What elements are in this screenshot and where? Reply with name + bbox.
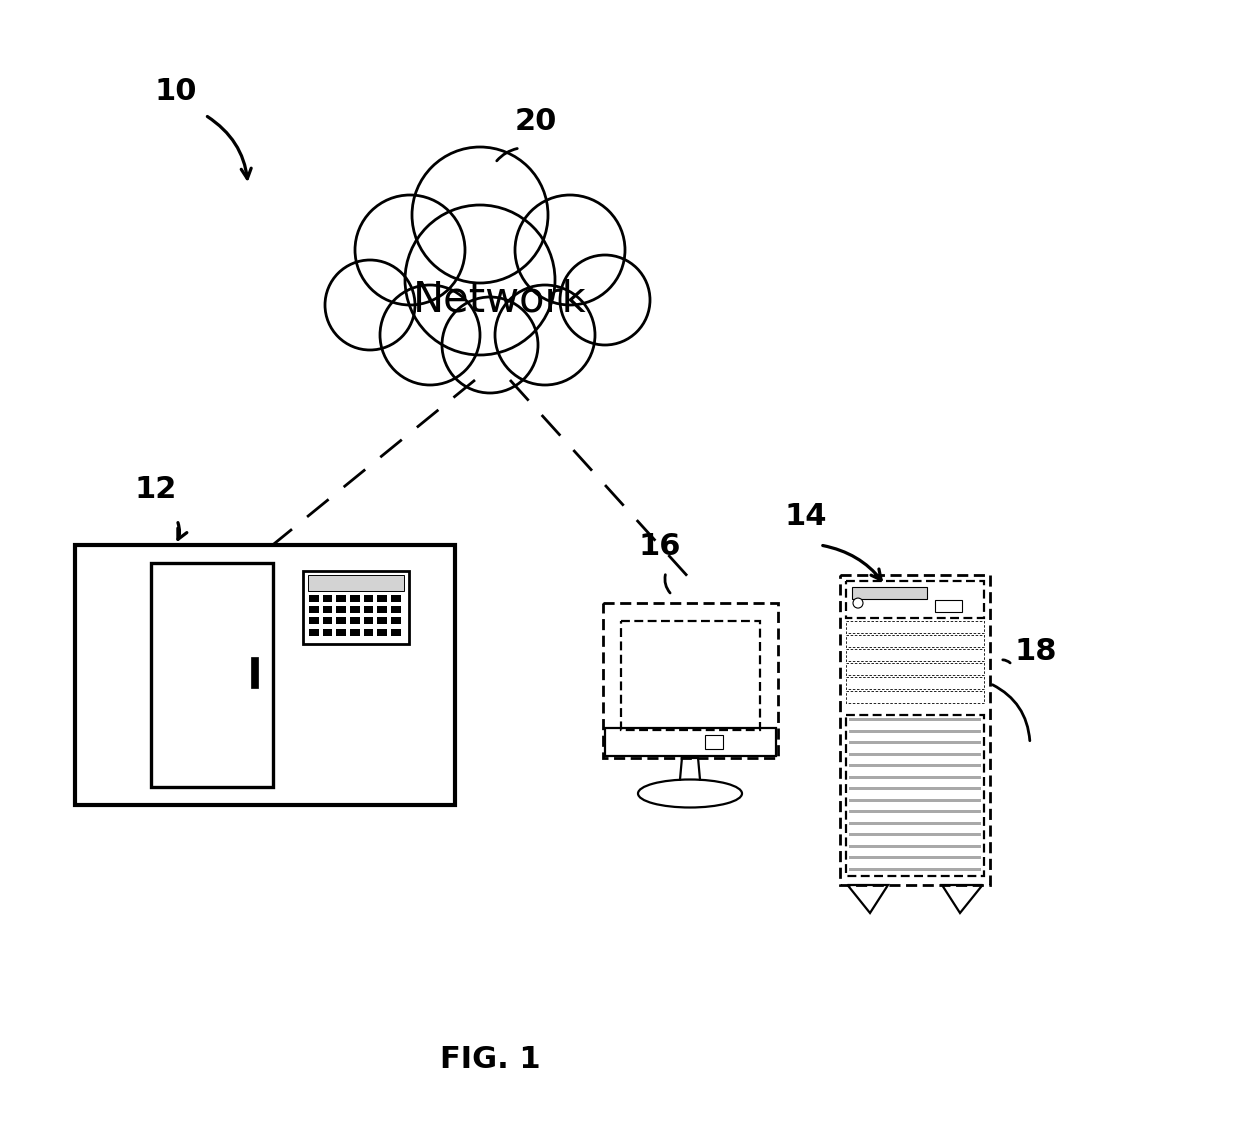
Bar bbox=[363, 618, 373, 625]
Bar bbox=[350, 618, 360, 625]
Bar bbox=[151, 564, 273, 786]
Bar bbox=[74, 545, 455, 805]
Bar bbox=[391, 595, 401, 602]
Bar bbox=[309, 629, 319, 636]
Circle shape bbox=[412, 147, 548, 284]
Bar bbox=[336, 618, 346, 625]
Circle shape bbox=[495, 285, 595, 385]
Bar bbox=[603, 603, 777, 758]
Bar bbox=[336, 606, 346, 613]
Bar bbox=[363, 629, 373, 636]
Bar bbox=[849, 788, 981, 790]
Bar bbox=[849, 753, 981, 755]
Bar bbox=[336, 595, 346, 602]
Bar bbox=[846, 714, 985, 876]
Bar bbox=[309, 575, 404, 591]
Text: 18: 18 bbox=[1016, 637, 1058, 666]
Bar bbox=[849, 719, 981, 721]
Bar bbox=[846, 621, 985, 633]
Bar bbox=[846, 677, 985, 689]
Text: 16: 16 bbox=[639, 532, 681, 561]
Bar bbox=[350, 606, 360, 613]
Text: FIG. 1: FIG. 1 bbox=[440, 1046, 541, 1075]
Bar bbox=[846, 691, 985, 704]
Bar bbox=[849, 742, 981, 744]
Bar bbox=[322, 629, 332, 636]
Bar bbox=[377, 629, 387, 636]
Bar bbox=[322, 618, 332, 625]
Bar bbox=[391, 629, 401, 636]
Bar bbox=[363, 595, 373, 602]
Bar bbox=[839, 575, 990, 885]
Bar bbox=[846, 581, 985, 618]
Bar bbox=[322, 606, 332, 613]
Circle shape bbox=[853, 598, 863, 608]
Bar bbox=[620, 621, 759, 729]
Bar bbox=[303, 571, 409, 644]
Bar bbox=[839, 575, 990, 885]
Bar bbox=[849, 765, 981, 767]
Bar bbox=[74, 545, 455, 805]
Bar bbox=[377, 618, 387, 625]
Bar bbox=[350, 629, 360, 636]
Bar bbox=[309, 595, 319, 602]
Text: 20: 20 bbox=[515, 107, 557, 135]
Bar bbox=[849, 845, 981, 848]
Text: Network: Network bbox=[413, 279, 587, 321]
Bar bbox=[620, 621, 759, 729]
Circle shape bbox=[441, 297, 538, 393]
Bar bbox=[849, 856, 981, 860]
Polygon shape bbox=[942, 885, 982, 913]
Bar bbox=[849, 833, 981, 837]
Circle shape bbox=[515, 195, 625, 305]
Circle shape bbox=[560, 255, 650, 346]
Bar bbox=[852, 587, 928, 599]
Bar bbox=[391, 618, 401, 625]
Circle shape bbox=[325, 259, 415, 350]
Bar bbox=[350, 595, 360, 602]
Circle shape bbox=[379, 285, 480, 385]
Bar bbox=[846, 635, 985, 647]
Bar bbox=[849, 868, 981, 871]
Bar bbox=[849, 810, 981, 814]
Bar bbox=[309, 606, 319, 613]
Bar bbox=[250, 657, 258, 689]
Circle shape bbox=[355, 195, 465, 305]
Bar bbox=[846, 649, 985, 661]
Bar bbox=[336, 629, 346, 636]
Text: 14: 14 bbox=[785, 502, 827, 532]
Bar bbox=[846, 664, 985, 675]
Bar bbox=[391, 606, 401, 613]
Bar bbox=[849, 730, 981, 732]
Ellipse shape bbox=[639, 779, 742, 807]
Text: 10: 10 bbox=[155, 77, 197, 106]
Bar bbox=[935, 600, 961, 612]
Bar bbox=[363, 606, 373, 613]
Polygon shape bbox=[680, 758, 701, 779]
Bar bbox=[603, 603, 777, 758]
Bar bbox=[322, 595, 332, 602]
Bar bbox=[849, 776, 981, 778]
Bar bbox=[309, 618, 319, 625]
Circle shape bbox=[405, 205, 556, 355]
Bar bbox=[849, 799, 981, 801]
Polygon shape bbox=[847, 885, 888, 913]
Bar bbox=[849, 822, 981, 825]
Bar bbox=[377, 595, 387, 602]
Bar bbox=[377, 606, 387, 613]
Bar bbox=[706, 735, 723, 748]
Bar bbox=[605, 728, 775, 755]
Text: 12: 12 bbox=[135, 475, 177, 504]
